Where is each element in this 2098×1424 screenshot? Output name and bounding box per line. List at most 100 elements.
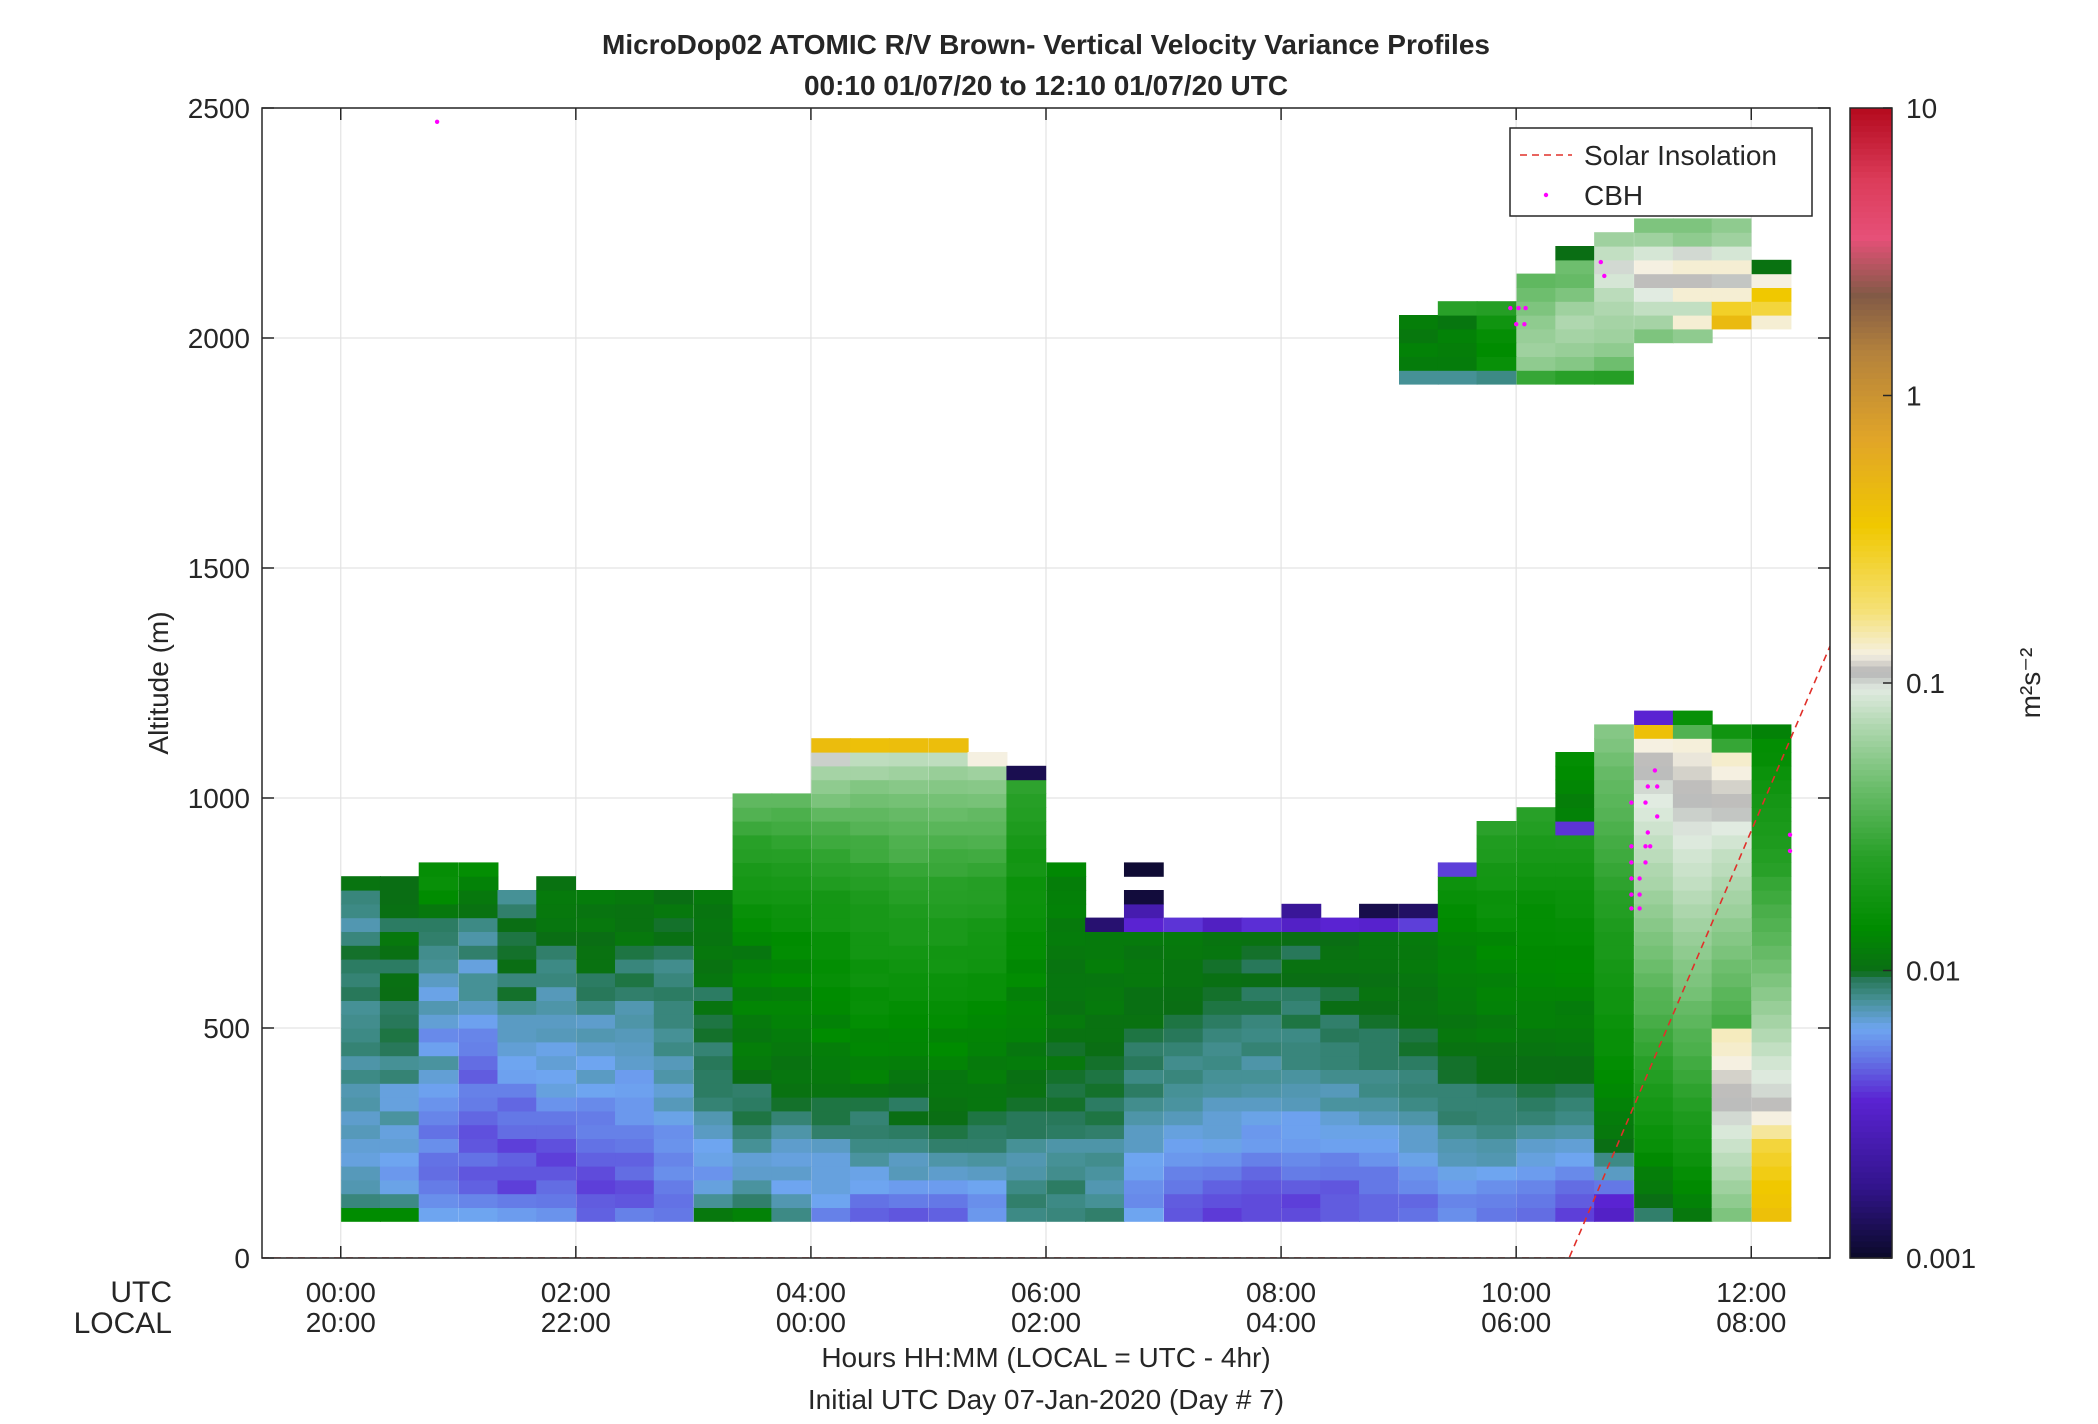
- heatmap-cell: [811, 807, 852, 822]
- colorbar-segment: [1850, 366, 1892, 374]
- heatmap-cell: [615, 972, 655, 988]
- heatmap-cell: [1359, 1179, 1399, 1195]
- heatmap-cell: [693, 972, 734, 988]
- heatmap-cell: [732, 972, 773, 988]
- heatmap-cell: [1672, 1193, 1713, 1208]
- heatmap-cell: [379, 1069, 420, 1084]
- heatmap-cell: [1202, 1110, 1243, 1126]
- heatmap-cell: [1085, 1041, 1125, 1057]
- heatmap-cell: [576, 1014, 617, 1029]
- heatmap-cell: [1123, 945, 1164, 960]
- heatmap-cell: [1046, 1083, 1087, 1098]
- heatmap-cell: [1672, 903, 1713, 919]
- x-tick-label-utc: 02:00: [541, 1277, 611, 1308]
- heatmap-cell: [1163, 1179, 1204, 1195]
- heatmap-cell: [1046, 1110, 1087, 1126]
- heatmap-cell: [615, 1207, 655, 1222]
- heatmap-cell: [536, 1083, 577, 1098]
- heatmap-cell: [418, 876, 459, 891]
- heatmap-cell: [1320, 1041, 1361, 1057]
- heatmap-cell: [1751, 862, 1792, 877]
- heatmap-cell: [1555, 1110, 1596, 1126]
- colorbar-segment: [1850, 631, 1892, 638]
- heatmap-cell: [1634, 218, 1674, 233]
- heatmap-cell: [1634, 1166, 1674, 1181]
- heatmap-cell: [1320, 959, 1361, 974]
- colorbar-segment: [1850, 159, 1892, 167]
- heatmap-cell: [811, 1083, 852, 1098]
- heatmap-cell: [1516, 273, 1557, 288]
- heatmap-cell: [1476, 1041, 1517, 1057]
- heatmap-cell: [1046, 1014, 1087, 1029]
- heatmap-cell: [1123, 1028, 1164, 1043]
- heatmap-cell: [1399, 1083, 1439, 1098]
- heatmap-cell: [967, 890, 1008, 905]
- colorbar-segment: [1850, 1154, 1892, 1161]
- heatmap-cell: [1711, 862, 1752, 877]
- colorbar-segment: [1850, 895, 1892, 903]
- heatmap-cell: [693, 931, 734, 946]
- heatmap-cell: [1594, 1000, 1634, 1015]
- heatmap-cell: [1516, 370, 1557, 385]
- heatmap-cell: [418, 1069, 459, 1084]
- heatmap-cell: [536, 917, 577, 932]
- heatmap-cell: [341, 972, 381, 988]
- heatmap-cell: [1281, 1152, 1322, 1167]
- heatmap-cell: [1437, 1207, 1478, 1222]
- heatmap-cell: [1555, 959, 1596, 974]
- heatmap-cell: [1476, 1138, 1517, 1153]
- heatmap-cell: [1672, 1110, 1713, 1126]
- colorbar-segment: [1850, 619, 1892, 627]
- heatmap-cell: [888, 1041, 929, 1057]
- colorbar-segment: [1850, 447, 1892, 454]
- heatmap-cell: [341, 917, 381, 932]
- heatmap-cell: [1751, 959, 1792, 974]
- heatmap-cell: [1046, 1097, 1087, 1112]
- heatmap-cell: [1594, 945, 1634, 960]
- heatmap-cell: [1006, 1028, 1047, 1043]
- colorbar-segment: [1850, 608, 1892, 615]
- heatmap-cell: [1281, 1041, 1322, 1057]
- colorbar-segment: [1850, 1022, 1892, 1029]
- heatmap-cell: [1555, 1152, 1596, 1167]
- heatmap-cell: [1085, 1028, 1125, 1043]
- heatmap-cell: [1437, 1055, 1478, 1070]
- heatmap-cell: [536, 945, 577, 960]
- heatmap-cell: [1672, 218, 1713, 233]
- heatmap-cell: [536, 1152, 577, 1167]
- heatmap-cell: [1711, 1166, 1752, 1181]
- heatmap-cell: [1202, 1083, 1243, 1098]
- legend-box: [1509, 127, 1813, 217]
- heatmap-cell: [1399, 986, 1439, 1001]
- heatmap-cell: [1320, 1124, 1361, 1139]
- heatmap-cell: [418, 1083, 459, 1098]
- heatmap-cell: [1437, 903, 1478, 919]
- colorbar-segment: [1850, 976, 1892, 983]
- heatmap-cell: [888, 1207, 929, 1222]
- heatmap-cell: [850, 793, 890, 808]
- heatmap-cell: [653, 1207, 694, 1222]
- heatmap-cell: [1399, 1152, 1439, 1167]
- heatmap-cell: [811, 890, 852, 905]
- heatmap-cell: [1751, 1207, 1792, 1222]
- heatmap-cell: [1241, 1152, 1282, 1167]
- colorbar-segment: [1850, 890, 1892, 897]
- cbh-point: [1652, 768, 1658, 773]
- heatmap-cell: [1163, 1207, 1204, 1222]
- heatmap-cell: [811, 1069, 852, 1084]
- heatmap-cell: [418, 1207, 459, 1222]
- legend-cbh-label: CBH: [1584, 180, 1643, 211]
- heatmap-cell: [458, 1166, 499, 1181]
- heatmap-cell: [341, 1152, 381, 1167]
- heatmap-cell: [1711, 1110, 1752, 1126]
- heatmap-cell: [811, 1110, 852, 1126]
- cbh-point: [1655, 814, 1660, 819]
- heatmap-cell: [615, 945, 655, 960]
- heatmap-cell: [1751, 986, 1792, 1001]
- heatmap-cell: [458, 1207, 499, 1222]
- heatmap-cell: [967, 793, 1008, 808]
- cbh-point: [1787, 848, 1793, 854]
- heatmap-cell: [1555, 1028, 1596, 1043]
- heatmap-cell: [1163, 1069, 1204, 1084]
- heatmap-cell: [1634, 1000, 1674, 1015]
